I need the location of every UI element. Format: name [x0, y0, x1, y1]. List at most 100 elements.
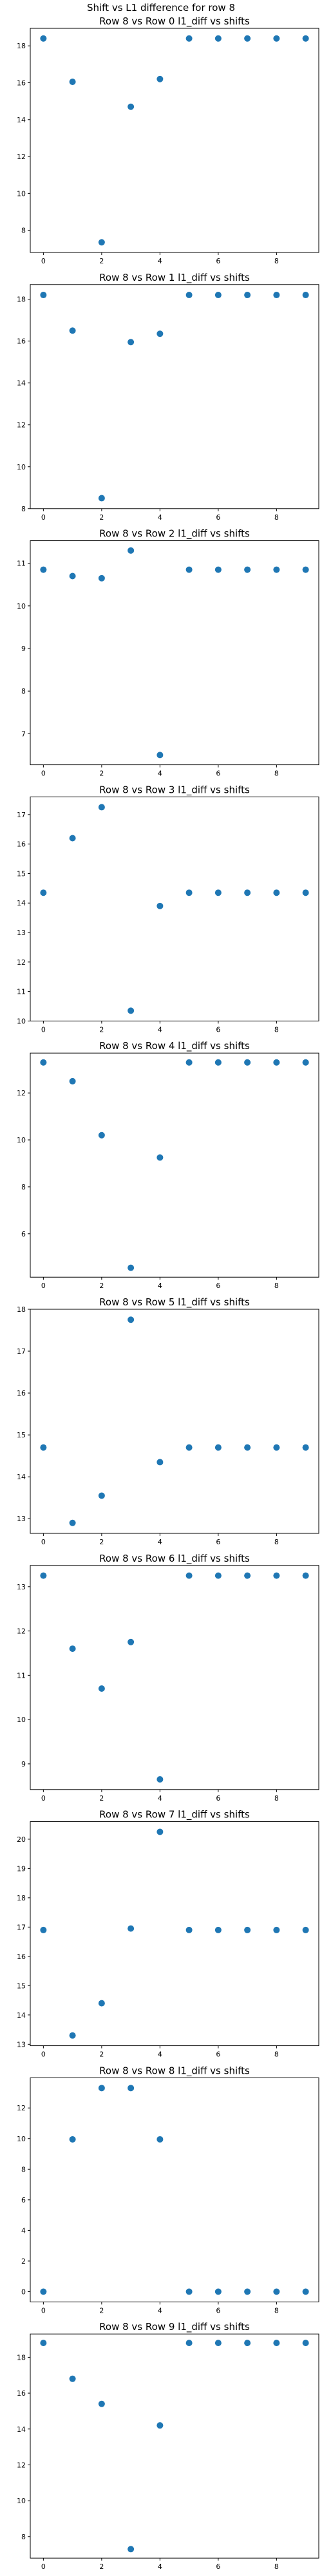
subplot-9: Row 8 vs Row 9 l1_diff vs shifts 0 2 4 6 8 8 10…: [17, 2321, 319, 2571]
data-point: [128, 103, 135, 110]
axes-frame: [30, 2333, 319, 2559]
x-tick-label: 6: [216, 1282, 220, 1290]
x-tick-label: 8: [274, 1282, 279, 1290]
x-tick-label: 6: [216, 2050, 220, 2059]
axes-frame: [30, 1565, 319, 1790]
data-point: [214, 1059, 222, 1066]
data-point: [185, 2340, 193, 2347]
data-point: [128, 1638, 135, 1645]
data-point: [128, 1264, 135, 1271]
y-tick-label: 15: [17, 1982, 26, 1990]
data-point: [40, 35, 47, 42]
data-point: [69, 2136, 76, 2143]
data-point: [302, 1444, 309, 1451]
x-tick-label: 4: [158, 1794, 162, 1803]
data-point: [302, 1572, 309, 1579]
axes-frame: [30, 1309, 319, 1534]
axes-frame: [30, 284, 319, 509]
subplot-grid: Row 8 vs Row 0 l1_diff vs shifts 0 2 4 6 8 8 10…: [17, 15, 319, 2571]
y-tick-label: 4: [21, 2226, 26, 2235]
data-point: [185, 1926, 193, 1933]
y-tick-label: 18: [17, 1894, 26, 1902]
data-point: [40, 292, 47, 299]
subplot-0: Row 8 vs Row 0 l1_diff vs shifts 0 2 4 6 8 8 10…: [17, 15, 319, 265]
data-point: [156, 902, 164, 909]
y-tick-label: 12: [17, 1089, 26, 1097]
data-point: [156, 2136, 164, 2143]
data-point: [244, 1444, 251, 1451]
data-point: [128, 1007, 135, 1014]
data-point: [273, 1572, 280, 1579]
y-tick-label: 14: [17, 379, 26, 388]
y-tick-label: 8: [21, 505, 26, 513]
data-point: [156, 752, 164, 759]
data-point: [156, 1828, 164, 1835]
data-point: [302, 889, 309, 896]
x-tick-label: 0: [41, 2562, 46, 2571]
x-tick-label: 2: [99, 1025, 104, 1034]
data-point: [273, 1444, 280, 1451]
x-tick-label: 2: [99, 770, 104, 778]
data-point: [302, 566, 309, 573]
x-tick-label: 0: [41, 1794, 46, 1803]
y-tick-label: 13: [17, 1583, 26, 1591]
x-tick-label: 4: [158, 2306, 162, 2315]
y-tick-label: 10: [17, 2497, 26, 2505]
x-tick-label: 0: [41, 257, 46, 265]
y-tick-label: 15: [17, 1431, 26, 1439]
x-tick-label: 2: [99, 1282, 104, 1290]
data-point: [214, 1572, 222, 1579]
data-point: [69, 327, 76, 334]
data-point: [302, 35, 309, 42]
data-point: [273, 1926, 280, 1933]
x-tick-label: 6: [216, 513, 220, 522]
data-point: [98, 1685, 105, 1692]
x-tick-label: 6: [216, 1794, 220, 1803]
data-point: [302, 292, 309, 299]
y-tick-label: 10: [17, 1136, 26, 1144]
data-point: [98, 1132, 105, 1139]
data-point: [40, 889, 47, 896]
axes-frame: [30, 1821, 319, 2047]
subplot-8: Row 8 vs Row 8 l1_diff vs shifts 0 2 4 6 8 0 2 4…: [17, 2065, 319, 2315]
y-tick-label: 10: [17, 2135, 26, 2143]
data-point: [98, 495, 105, 502]
y-tick-label: 8: [21, 2533, 26, 2541]
data-point: [98, 2085, 105, 2092]
data-point: [214, 292, 222, 299]
x-tick-label: 6: [216, 257, 220, 265]
data-point: [98, 574, 105, 582]
subplot-title: Row 8 vs Row 7 l1_diff vs shifts: [99, 1809, 250, 1821]
y-tick-label: 8: [21, 227, 26, 235]
y-tick-label: 9: [21, 645, 26, 653]
data-point: [214, 889, 222, 896]
data-point: [185, 2288, 193, 2295]
y-tick-label: 12: [17, 958, 26, 967]
y-tick-label: 7: [21, 730, 26, 738]
data-point: [244, 889, 251, 896]
data-point: [302, 2340, 309, 2347]
data-point: [40, 1059, 47, 1066]
data-point: [69, 2375, 76, 2382]
data-point: [244, 2340, 251, 2347]
y-tick-label: 10: [17, 463, 26, 471]
x-tick-label: 8: [274, 1025, 279, 1034]
data-point: [302, 1926, 309, 1933]
y-tick-label: 8: [21, 2165, 26, 2174]
subplot-title: Row 8 vs Row 5 l1_diff vs shifts: [99, 1296, 250, 1309]
data-point: [98, 239, 105, 246]
y-tick-label: 14: [17, 2011, 26, 2020]
x-tick-label: 2: [99, 2562, 104, 2571]
y-tick-label: 8: [21, 1183, 26, 1191]
data-point: [40, 1926, 47, 1933]
y-tick-label: 10: [17, 1716, 26, 1724]
axes-frame: [30, 540, 319, 766]
subplot-title: Row 8 vs Row 9 l1_diff vs shifts: [99, 2321, 250, 2333]
y-tick-label: 11: [17, 560, 26, 568]
data-point: [156, 1459, 164, 1466]
data-point: [128, 339, 135, 346]
data-point: [185, 889, 193, 896]
y-tick-label: 9: [21, 1760, 26, 1768]
subplot-6: Row 8 vs Row 6 l1_diff vs shifts 0 2 4 6 8 9 10…: [17, 1553, 319, 1803]
